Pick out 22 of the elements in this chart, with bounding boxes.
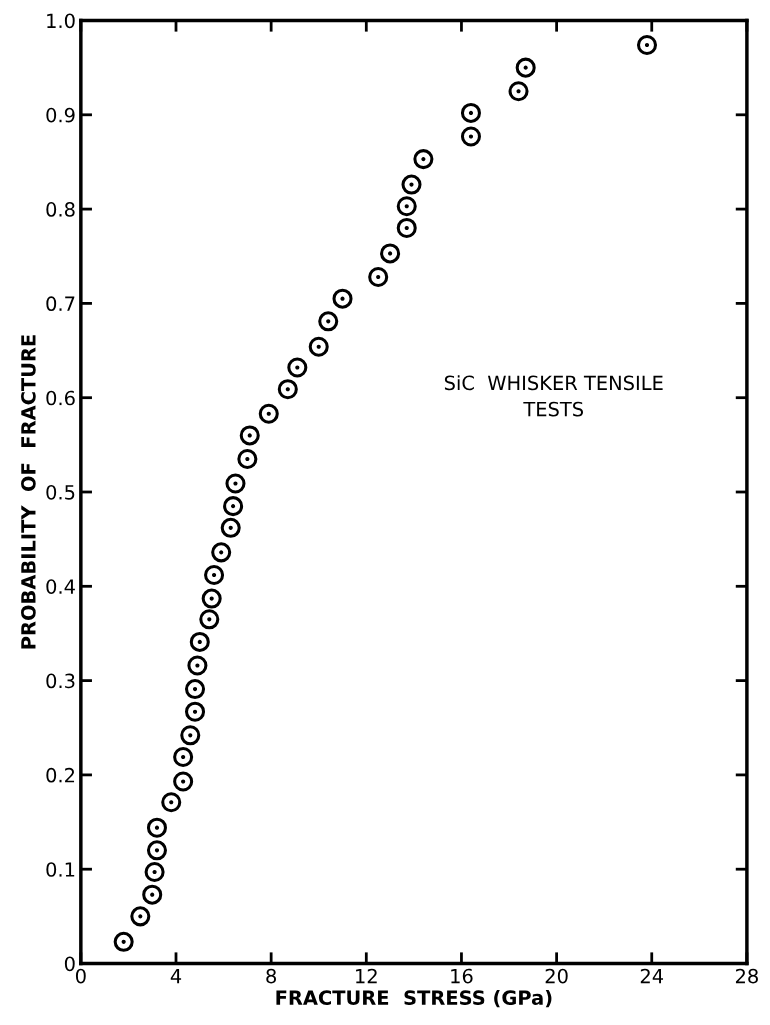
y-tick-label: 0.7 [46, 296, 75, 312]
x-tick-label: 28 [735, 968, 758, 984]
x-tick-label: 12 [356, 968, 377, 984]
y-tick-label: 0.8 [46, 202, 75, 217]
x-tick-label: 4 [170, 968, 182, 984]
y-tick-label: 0.9 [46, 107, 75, 123]
x-axis-title: FRACTURE STRESS (GPa) [276, 989, 552, 1008]
y-axis-title: PROBABILITY OF FRACTURE [21, 335, 36, 649]
y-tick-label: 0.4 [46, 579, 75, 594]
x-tick-label: 8 [266, 968, 277, 984]
y-tick-label: 0 [64, 956, 75, 972]
y-tick-label: 1.0 [47, 13, 75, 29]
x-tick-label: 20 [545, 968, 568, 984]
y-tick-label: 0.6 [46, 390, 75, 406]
x-tick-label: 24 [640, 968, 664, 984]
y-tick-label: 0.1 [46, 862, 75, 877]
x-tick-label: 16 [451, 968, 473, 984]
y-tick-label: 0.3 [46, 673, 75, 689]
y-tick-label: 0.2 [46, 767, 75, 783]
x-tick-label: 0 [75, 968, 86, 984]
y-tick-label: 0.5 [46, 484, 75, 500]
annotation: SiC WHISKER TENSILE TESTS [444, 375, 663, 417]
